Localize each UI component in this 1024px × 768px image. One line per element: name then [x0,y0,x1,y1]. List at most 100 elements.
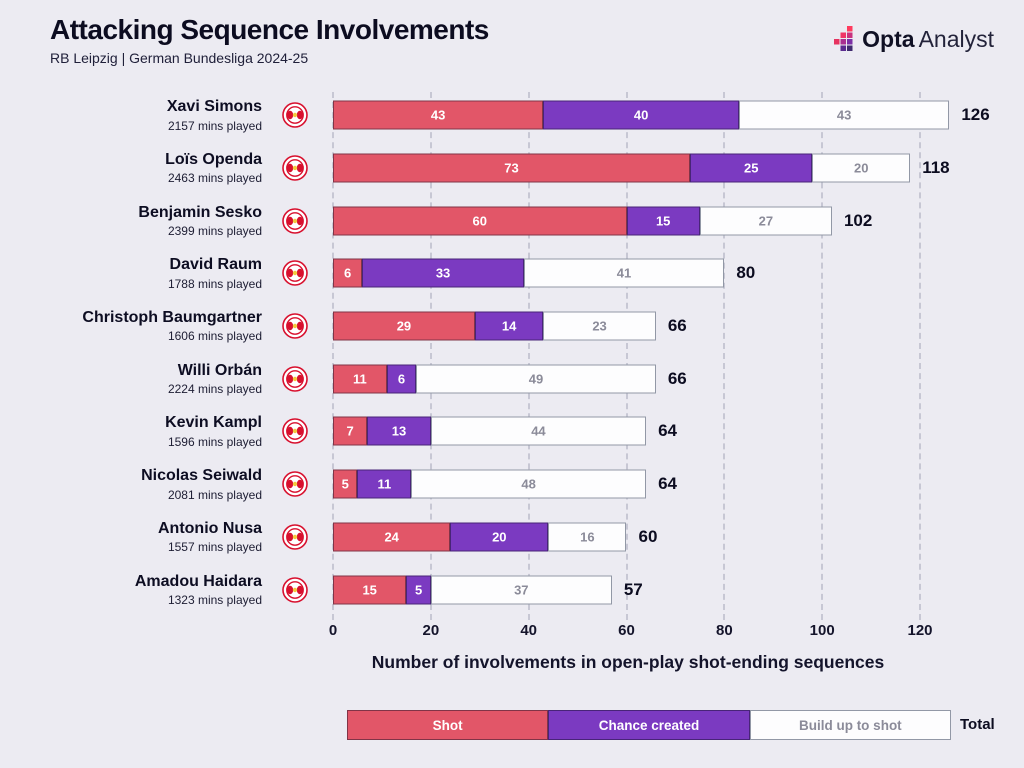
total-value: 57 [623,579,643,599]
stacked-bar: 15 5 37 [333,575,612,605]
player-minutes: 1323 mins played [167,592,262,607]
player-minutes: 1788 mins played [167,276,262,291]
club-badge [282,524,308,550]
bar-segment: 11 [333,364,387,394]
gridline [429,92,432,620]
bar-segment: 37 [430,575,612,605]
club-badge [282,365,308,392]
player-minutes: 2399 mins played [167,223,262,238]
bar-segment: 15 [626,206,700,236]
club-badge-icon [282,365,308,392]
brand-analyst: Analyst [918,26,994,52]
gridline [919,92,921,620]
player-name: Loïs Openda [165,150,262,168]
club-badge-icon [282,313,308,339]
legend-build-up-to-shot: Build up to shot [749,710,951,740]
player-row: Xavi Simons 2157 mins played 43 40 43 126 [0,89,1024,142]
bar-segment: 73 [333,153,691,183]
player-name: Willi Orbán [177,361,262,379]
bar-segment: 43 [333,100,544,130]
club-badge-icon [282,260,308,287]
bar-segment: 24 [333,522,451,552]
stacked-bar: 6 33 41 [333,258,725,288]
player-row: Christoph Baumgartner 1606 mins played 29… [0,300,1024,353]
bar-segment: 49 [416,364,656,394]
page-subtitle: RB Leipzig | German Bundesliga 2024-25 [50,50,309,66]
player-minutes: 1606 mins played [167,329,262,344]
player-name: Xavi Simons [166,98,262,116]
total-value: 66 [667,316,687,336]
player-info: Xavi Simons 2157 mins played [0,98,262,132]
club-badge [282,155,308,181]
stacked-bar: 29 14 23 [333,311,656,341]
club-badge-icon [282,155,308,181]
opta-logo-icon [834,26,853,51]
club-badge [282,207,308,234]
x-tick-label: 0 [328,622,338,639]
bar-segment: 14 [474,311,544,341]
gridline [821,92,824,620]
player-row: Nicolas Seiwald 2081 mins played 5 11 48 64 [0,458,1024,511]
x-tick-label: 40 [520,622,537,639]
bar-segment: 20 [812,153,911,183]
total-value: 118 [922,158,950,178]
brand-text: Opta Analyst [862,26,994,53]
total-value: 60 [638,526,658,546]
player-info: Christoph Baumgartner 1606 mins played [0,309,262,343]
legend: Shot Chance created Build up to shot [347,710,951,740]
bar-segment: 27 [699,206,832,236]
x-tick-label: 20 [422,622,440,639]
player-info: Benjamin Sesko 2399 mins played [0,204,262,238]
bar-segment: 5 [333,469,358,499]
total-value: 126 [961,105,990,125]
player-row: Amadou Haidara 1323 mins played 15 5 37 57 [0,563,1024,616]
total-value: 102 [843,210,873,230]
legend-total: Total [960,716,995,733]
player-name: Kevin Kampl [165,414,262,432]
stacked-bar: 60 15 27 [333,206,832,236]
total-value: 80 [736,263,756,283]
bar-segment: 48 [411,469,647,499]
player-minutes: 2463 mins played [167,171,262,186]
gridline [723,92,726,620]
x-tick-label: 60 [618,622,635,639]
club-badge [282,418,308,445]
club-badge [282,260,308,287]
player-minutes: 1557 mins played [167,540,262,555]
total-value: 64 [658,421,677,441]
player-info: Loïs Openda 2463 mins played [0,151,262,185]
bar-segment: 33 [362,258,524,288]
bar-segment: 15 [333,575,407,605]
club-badge-icon [282,102,308,129]
player-minutes: 1596 mins played [167,434,262,449]
player-minutes: 2081 mins played [167,487,262,502]
player-row: Loïs Openda 2463 mins played 73 25 20 118 [0,142,1024,195]
club-badge-icon [282,471,308,497]
x-tick-label: 100 [809,622,835,639]
bar-segment: 6 [386,364,417,394]
player-name: Amadou Haidara [134,572,262,590]
club-badge-icon [282,576,308,603]
x-tick-label: 120 [907,622,933,639]
club-badge [282,471,308,497]
player-info: Amadou Haidara 1323 mins played [0,572,262,606]
player-row: Kevin Kampl 1596 mins played 7 13 44 64 [0,405,1024,458]
stacked-bar: 11 6 49 [333,364,656,394]
player-name: David Raum [169,256,262,274]
bar-segment: 13 [367,416,431,446]
player-info: Kevin Kampl 1596 mins played [0,414,262,448]
bar-segment: 44 [430,416,647,446]
player-info: David Raum 1788 mins played [0,256,262,290]
gridline [625,92,628,620]
player-row: David Raum 1788 mins played 6 33 41 80 [0,247,1024,300]
bar-segment: 40 [543,100,739,130]
club-badge [282,313,308,339]
club-badge-icon [282,207,308,234]
player-name: Benjamin Sesko [138,203,262,221]
player-name: Antonio Nusa [158,519,262,537]
bar-segment: 23 [543,311,656,341]
bar-segment: 41 [523,258,725,288]
stacked-bar: 73 25 20 [333,153,911,183]
bar-rows: Xavi Simons 2157 mins played 43 40 43 126 Loï… [0,89,1024,616]
